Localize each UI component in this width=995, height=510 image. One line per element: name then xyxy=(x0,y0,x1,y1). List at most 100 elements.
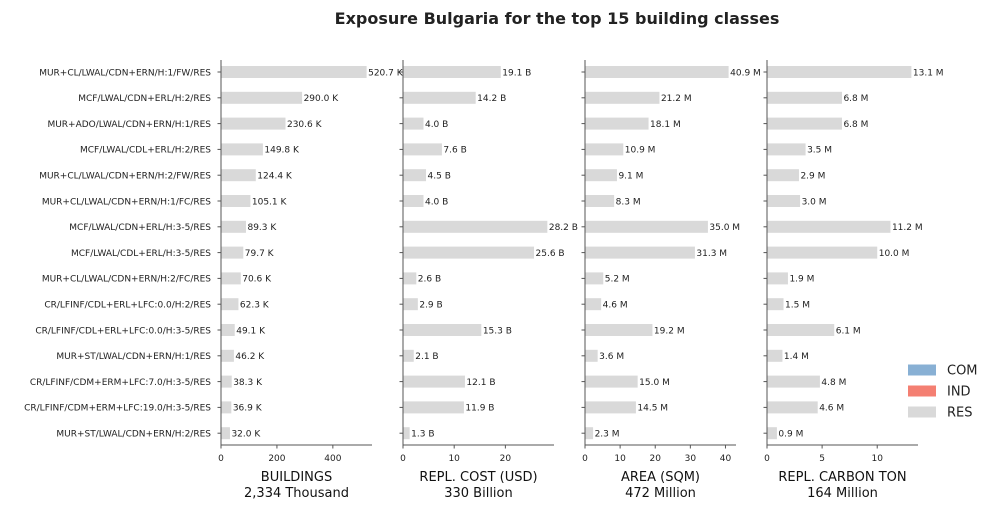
category-label: MUR+ST/LWAL/CDN+ERN/H:1/RES xyxy=(56,352,211,362)
bar xyxy=(585,375,638,388)
bar-value-label: 2.9 B xyxy=(419,301,442,311)
bar xyxy=(767,427,777,440)
panel-2: 19.1 B 14.2 B 4.0 B 7.6 B 4.5 B 4.0 B 28.2 B 25… xyxy=(399,60,578,501)
bar xyxy=(403,91,476,104)
x-axis-total: 330 Billion xyxy=(444,486,513,501)
x-tick-label: 0 xyxy=(764,454,770,464)
bar xyxy=(403,220,548,233)
bar xyxy=(221,401,232,414)
bar xyxy=(403,66,501,78)
bar-value-label: 31.3 M xyxy=(696,249,727,259)
x-tick-label: 0 xyxy=(400,454,406,464)
bar-value-label: 3.0 M xyxy=(802,197,827,207)
bar-value-label: 6.8 M xyxy=(843,94,868,104)
bar xyxy=(403,401,464,414)
bar xyxy=(585,349,598,362)
bar xyxy=(403,117,424,130)
bar xyxy=(585,401,636,414)
bar-value-label: 149.8 K xyxy=(264,146,300,156)
bar xyxy=(221,143,263,156)
bar-value-label: 4.6 M xyxy=(603,301,628,311)
x-tick-label: 40 xyxy=(720,454,732,464)
bar xyxy=(403,272,417,285)
bar xyxy=(221,66,367,78)
bar-value-label: 19.2 M xyxy=(654,326,685,336)
x-tick-label: 0 xyxy=(582,454,588,464)
bar-value-label: 290.0 K xyxy=(304,94,340,104)
bar-value-label: 62.3 K xyxy=(240,301,270,311)
bar xyxy=(767,401,818,414)
bar xyxy=(767,91,842,104)
category-label: MUR+CL/LWAL/CDN+ERN/H:2/FW/RES xyxy=(39,172,211,182)
panel-4: 13.1 M 6.8 M 6.8 M 3.5 M 2.9 M 3.0 M 11.2 M 10.… xyxy=(763,60,944,501)
bar-value-label: 19.1 B xyxy=(502,68,531,78)
bar-value-label: 6.1 M xyxy=(836,326,861,336)
x-axis-label: REPL. COST (USD) xyxy=(419,470,537,485)
category-label: MUR+ST/LWAL/CDN+ERN/H:2/RES xyxy=(56,430,211,440)
bar-value-label: 14.2 B xyxy=(477,94,506,104)
bar-value-label: 70.6 K xyxy=(242,275,272,285)
panel-1: 520.7 K 290.0 K 230.6 K 149.8 K 124.4 K 105.1… xyxy=(24,60,404,501)
bar xyxy=(767,349,783,362)
legend-swatch-com xyxy=(908,364,936,376)
bar-value-label: 25.6 B xyxy=(536,249,565,259)
bar xyxy=(403,375,465,388)
bar-value-label: 520.7 K xyxy=(368,68,404,78)
legend-swatch-ind xyxy=(908,385,936,397)
bar-value-label: 4.0 B xyxy=(425,120,448,130)
bar-value-label: 32.0 K xyxy=(231,430,261,440)
bar xyxy=(585,66,729,78)
x-tick-label: 30 xyxy=(685,454,697,464)
x-tick-label: 20 xyxy=(650,454,662,464)
category-label: MUR+CL/LWAL/CDN+ERN/H:1/FW/RES xyxy=(39,68,211,78)
bar xyxy=(585,298,602,311)
bar xyxy=(221,349,234,362)
bar-value-label: 1.9 M xyxy=(789,275,814,285)
bar-value-label: 4.8 M xyxy=(821,378,846,388)
bar xyxy=(585,427,594,440)
bar-value-label: 3.5 M xyxy=(807,146,832,156)
bar-value-label: 4.5 B xyxy=(428,172,451,182)
bar xyxy=(221,246,244,259)
bar xyxy=(585,272,604,285)
bar-value-label: 40.9 M xyxy=(730,68,761,78)
bar xyxy=(221,298,239,311)
x-axis-total: 472 Million xyxy=(625,486,696,501)
bar-value-label: 18.1 M xyxy=(650,120,681,130)
x-axis-total: 164 Million xyxy=(807,486,878,501)
category-label: CR/LFINF/CDL+ERL+LFC:0.0/H:2/RES xyxy=(44,301,211,311)
x-tick-label: 20 xyxy=(500,454,512,464)
chart-title: Exposure Bulgaria for the top 15 buildin… xyxy=(335,9,780,28)
x-tick-label: 5 xyxy=(819,454,825,464)
bar xyxy=(585,91,660,104)
bar-value-label: 0.9 M xyxy=(778,430,803,440)
bar-value-label: 28.2 B xyxy=(549,223,578,233)
bar xyxy=(585,220,708,233)
bar xyxy=(767,246,878,259)
bar xyxy=(767,66,912,78)
panel-3: 40.9 M 21.2 M 18.1 M 10.9 M 9.1 M 8.3 M 35.0 M… xyxy=(581,60,761,501)
x-tick-label: 400 xyxy=(324,454,341,464)
bar-value-label: 15.3 B xyxy=(483,326,512,336)
x-axis-label: AREA (SQM) xyxy=(621,470,700,485)
category-label: MCF/LWAL/CDN+ERL/H:2/RES xyxy=(78,94,211,104)
bar xyxy=(767,324,835,336)
bar xyxy=(585,195,615,207)
bar xyxy=(767,375,820,388)
bar xyxy=(403,324,482,336)
bar-value-label: 10.9 M xyxy=(625,146,656,156)
bar-value-label: 8.3 M xyxy=(616,197,641,207)
legend: COM IND RES xyxy=(908,364,978,421)
bar-value-label: 9.1 M xyxy=(618,172,643,182)
bar-value-label: 46.2 K xyxy=(235,352,265,362)
bar xyxy=(585,246,695,259)
bar-value-label: 2.1 B xyxy=(415,352,438,362)
bar-value-label: 2.9 M xyxy=(800,172,825,182)
x-tick-label: 0 xyxy=(218,454,224,464)
category-label: CR/LFINF/CDM+ERM+LFC:19.0/H:3-5/RES xyxy=(24,404,211,414)
bar-value-label: 12.1 B xyxy=(466,378,495,388)
bar-value-label: 124.4 K xyxy=(257,172,293,182)
x-tick-label: 10 xyxy=(871,454,883,464)
legend-swatch-res xyxy=(908,406,936,418)
